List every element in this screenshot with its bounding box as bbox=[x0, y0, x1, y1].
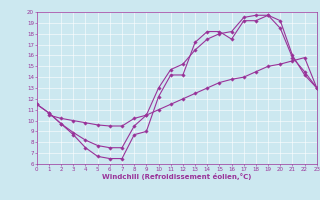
X-axis label: Windchill (Refroidissement éolien,°C): Windchill (Refroidissement éolien,°C) bbox=[102, 173, 252, 180]
